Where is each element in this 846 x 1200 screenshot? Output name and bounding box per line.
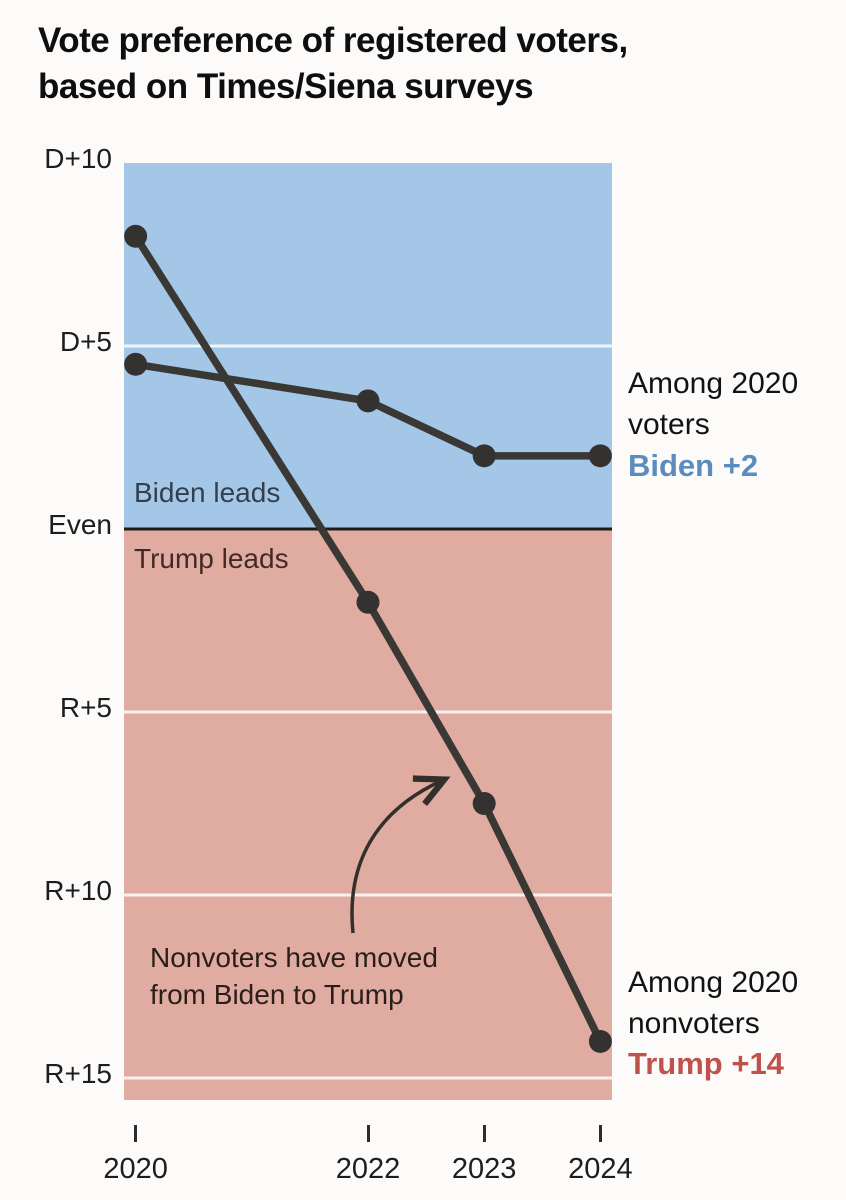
x-tick-label-2020: 2020 <box>103 1153 168 1185</box>
x-tick-2024 <box>598 1125 602 1142</box>
data-point-voters-2023 <box>472 444 496 468</box>
chart-title-line2: based on Times/Siena surveys <box>38 67 534 106</box>
x-tick-label-2024: 2024 <box>568 1153 633 1185</box>
data-point-voters-2020 <box>124 352 148 376</box>
trump-leads-label: Trump leads <box>134 543 289 574</box>
series-line-nonvoters <box>131 232 605 1046</box>
biden-leads-label: Biden leads <box>134 477 281 508</box>
chart-title: Vote preference of registered voters, ba… <box>38 18 798 110</box>
voters-series-label: Among 2020 voters <box>628 367 799 441</box>
y-axis: D+10 D+5 Even R+5 R+10 R+15 <box>0 0 112 1200</box>
y-tick-label-R+10: R+10 <box>44 875 112 907</box>
x-tick-label-2023: 2023 <box>451 1153 517 1185</box>
data-point-voters-2024 <box>588 444 612 468</box>
y-tick-label-D+5: D+5 <box>59 326 112 357</box>
series-line-voters <box>131 360 605 460</box>
annotation-arrow <box>350 775 451 934</box>
voters-final-value: Biden +2 <box>628 448 759 483</box>
data-point-nonvoters-2020 <box>124 224 148 248</box>
data-point-nonvoters-2022 <box>356 590 380 614</box>
plot-area <box>124 163 612 1100</box>
y-tick-label-D+10: D+10 <box>44 143 112 174</box>
x-tick-2022 <box>366 1125 370 1142</box>
nonvoters-final-value: Trump +14 <box>628 1046 784 1081</box>
data-point-voters-2022 <box>356 389 380 413</box>
chart-canvas <box>124 163 612 1100</box>
data-point-nonvoters-2023 <box>472 792 496 816</box>
x-tick-2023 <box>482 1125 486 1142</box>
y-tick-label-R+5: R+5 <box>59 692 112 724</box>
data-point-nonvoters-2024 <box>588 1029 612 1053</box>
x-tick-label-2022: 2022 <box>335 1153 401 1185</box>
annotation-line1: Nonvoters have moved <box>150 942 438 973</box>
nonvoters-series-label: Among 2020 nonvoters <box>628 966 799 1040</box>
x-tick-2020 <box>134 1125 138 1142</box>
annotation-line2: from Biden to Trump <box>150 979 404 1010</box>
y-tick-label-R+15: R+15 <box>44 1058 112 1090</box>
annotation-text: Nonvoters have moved from Biden to Trump <box>150 939 480 1013</box>
y-tick-label-Even: Even <box>48 509 112 541</box>
chart-title-line1: Vote preference of registered voters, <box>38 21 628 60</box>
trump-leads-region <box>124 529 612 1100</box>
